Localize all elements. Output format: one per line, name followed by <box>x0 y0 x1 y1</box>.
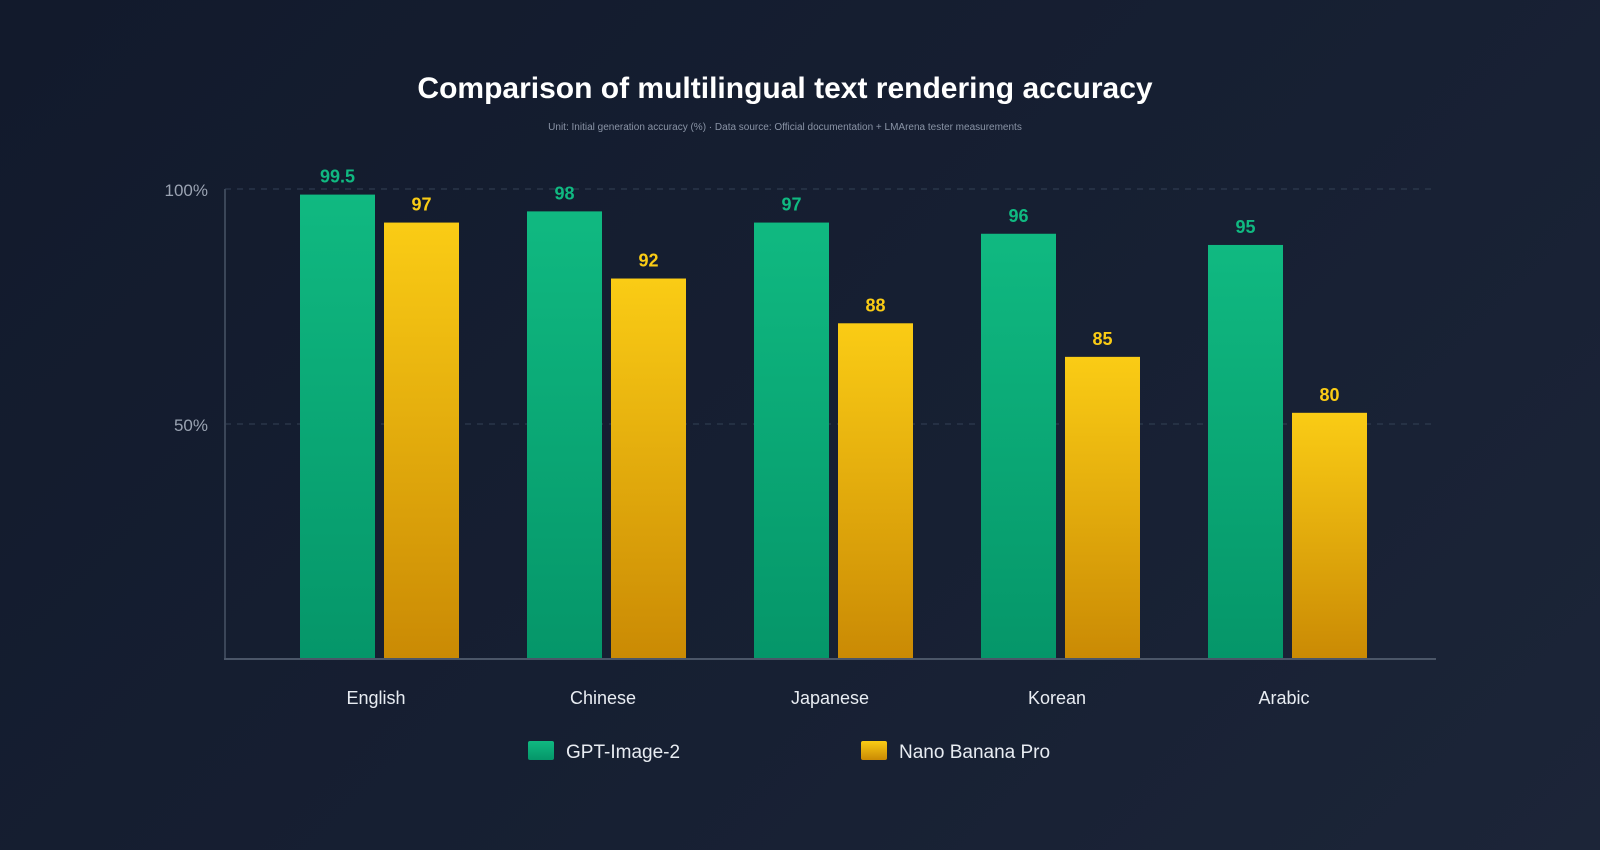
data-label: 97 <box>411 195 431 215</box>
bar-english-gpt-image-2 <box>300 194 375 659</box>
x-tick-label: Arabic <box>1258 688 1309 708</box>
data-label: 99.5 <box>320 167 355 187</box>
chart-title: Comparison of multilingual text renderin… <box>417 72 1152 105</box>
bar-chinese-gpt-image-2 <box>527 211 602 659</box>
bar-korean-nano-banana-pro <box>1065 356 1140 659</box>
bar-japanese-nano-banana-pro <box>838 323 913 659</box>
data-label: 80 <box>1319 385 1339 405</box>
legend-label: Nano Banana Pro <box>899 742 1050 763</box>
data-label: 98 <box>554 183 574 203</box>
bar-english-nano-banana-pro <box>384 222 459 660</box>
bar-japanese-gpt-image-2 <box>754 222 829 660</box>
data-label: 85 <box>1092 329 1112 349</box>
chart-subtitle: Unit: Initial generation accuracy (%) · … <box>548 122 1022 133</box>
y-tick-label: 50% <box>174 416 208 435</box>
bar-chinese-nano-banana-pro <box>611 278 686 659</box>
bar-korean-gpt-image-2 <box>981 233 1056 659</box>
y-tick-label: 100% <box>165 181 208 200</box>
bar-arabic-nano-banana-pro <box>1292 412 1367 659</box>
legend: GPT-Image-2 Nano Banana Pro <box>528 741 1050 763</box>
bar-arabic-gpt-image-2 <box>1208 244 1283 659</box>
data-label: 92 <box>638 251 658 271</box>
x-tick-label: Chinese <box>570 688 636 708</box>
data-label: 97 <box>781 195 801 215</box>
data-label: 96 <box>1008 206 1028 226</box>
legend-swatch-gpt-image-2 <box>528 741 554 760</box>
x-tick-label: Japanese <box>791 688 869 708</box>
x-tick-label: Korean <box>1028 688 1086 708</box>
legend-label: GPT-Image-2 <box>566 742 680 763</box>
legend-swatch-nano-banana-pro <box>861 741 887 760</box>
data-label: 95 <box>1235 217 1255 237</box>
data-label: 88 <box>865 295 885 315</box>
x-tick-label: English <box>346 688 405 708</box>
